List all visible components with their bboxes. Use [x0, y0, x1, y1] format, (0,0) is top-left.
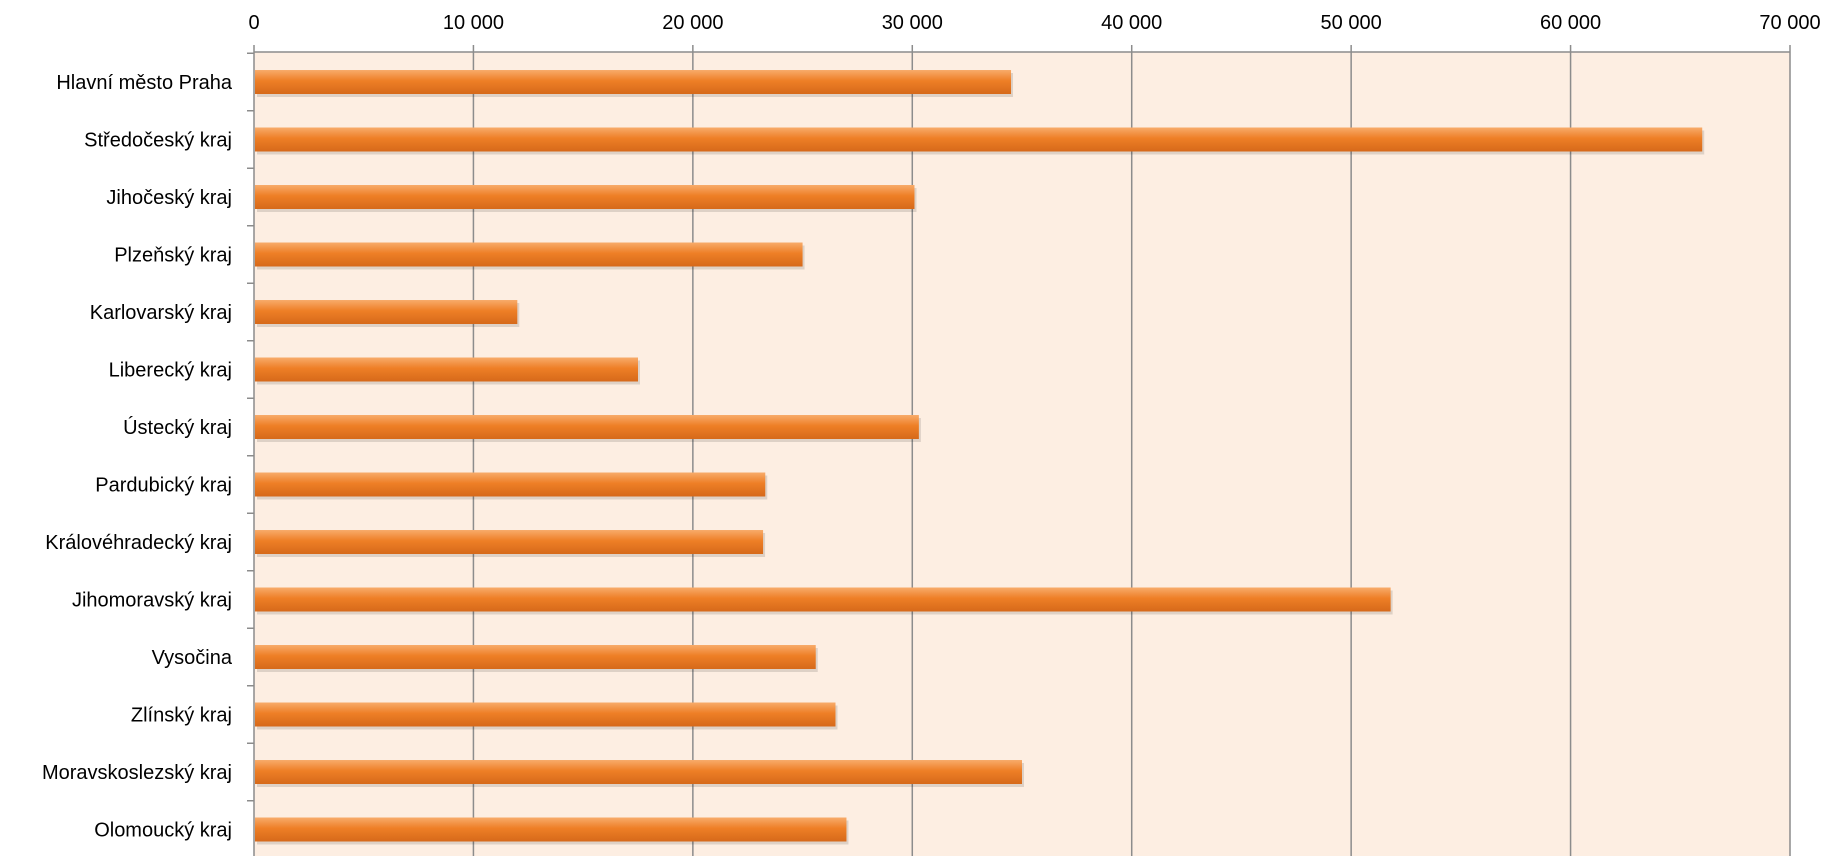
- category-label: Ústecký kraj: [123, 416, 232, 439]
- category-label: Liberecký kraj: [109, 360, 232, 382]
- category-label: Jihomoravský kraj: [72, 590, 232, 612]
- bar: [255, 760, 1022, 784]
- category-label: Hlavní město Praha: [56, 72, 233, 94]
- x-tick-label: 60 000: [1540, 12, 1601, 34]
- bar: [255, 817, 847, 842]
- x-tick-label: 30 000: [882, 12, 943, 34]
- category-label: Pardubický kraj: [95, 475, 232, 497]
- x-tick-label: 0: [248, 12, 259, 34]
- bar: [255, 587, 1391, 612]
- bar: [255, 645, 816, 669]
- bar: [255, 242, 803, 267]
- bar: [255, 300, 518, 324]
- bar: [255, 185, 915, 209]
- axes: [247, 45, 1791, 856]
- category-label: Vysočina: [152, 647, 233, 669]
- bar: [255, 357, 638, 382]
- category-label: Královéhradecký kraj: [45, 532, 232, 554]
- bar: [255, 472, 766, 497]
- bar: [255, 415, 919, 439]
- bars: [255, 70, 1705, 845]
- category-labels: Hlavní město Praha Středočeský kraj Jihoče…: [42, 72, 233, 842]
- category-label: Plzeňský kraj: [114, 245, 232, 267]
- x-tick-label: 70 000: [1759, 12, 1820, 34]
- x-tick-label: 50 000: [1321, 12, 1382, 34]
- bar: [255, 70, 1012, 94]
- category-label: Jihočeský kraj: [106, 187, 232, 209]
- bar: [255, 702, 836, 727]
- category-label: Zlínský kraj: [131, 705, 232, 727]
- x-tick-label: 20 000: [662, 12, 723, 34]
- category-label: Karlovarský kraj: [90, 302, 232, 324]
- category-label: Středočeský kraj: [84, 130, 232, 152]
- plot-background: [254, 52, 1790, 856]
- category-label: Olomoucký kraj: [94, 820, 232, 842]
- bar: [255, 127, 1703, 152]
- category-label: Moravskoslezský kraj: [42, 762, 232, 784]
- x-tick-labels: 0 10 000 20 000 30 000 40 000 50 000 60 000 70 …: [248, 12, 1820, 34]
- bar: [255, 530, 764, 554]
- x-tick-label: 40 000: [1101, 12, 1162, 34]
- x-tick-label: 10 000: [443, 12, 504, 34]
